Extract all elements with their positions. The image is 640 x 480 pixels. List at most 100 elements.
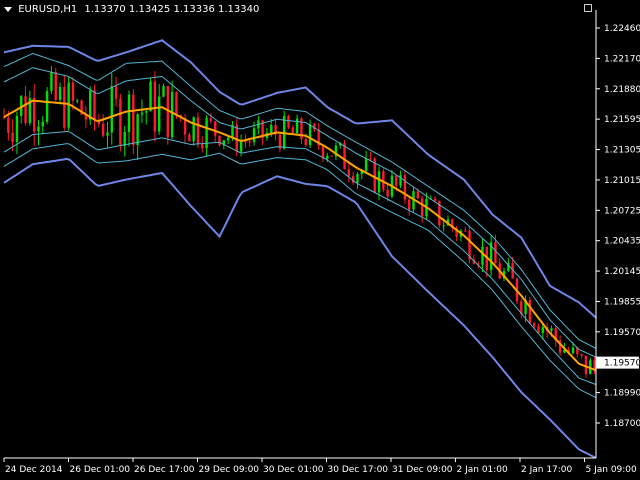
mid-lower-band-line <box>3 130 597 385</box>
candle-body <box>360 170 363 174</box>
x-tick-label: 2 Jan 01:00 <box>457 465 509 475</box>
candle-body <box>149 81 152 112</box>
candle-body <box>334 145 338 157</box>
candle-body <box>313 124 316 130</box>
x-tick-label: 31 Dec 09:00 <box>392 465 453 475</box>
candle-body <box>364 158 368 171</box>
candle-body <box>558 340 562 353</box>
y-tick-label: 1.18990 <box>604 389 640 399</box>
chart-info-label: EURUSD,H1 1.13370 1.13425 1.13336 1.1334… <box>4 4 259 15</box>
candle-body <box>533 323 536 327</box>
candle-body <box>317 129 320 146</box>
candle-body <box>571 347 575 354</box>
ohlc-values: 1.13370 1.13425 1.13336 1.13340 <box>84 4 260 15</box>
candle-body <box>132 94 135 146</box>
x-tick-label: 26 Dec 17:00 <box>134 465 195 475</box>
candle-body <box>15 115 19 142</box>
candle-body <box>218 135 221 146</box>
x-tick-label: 2 Jan 17:00 <box>521 465 573 475</box>
candle-body <box>89 90 92 120</box>
candle-body <box>110 86 113 133</box>
x-tick-label: 26 Dec 01:00 <box>70 465 131 475</box>
symbol-menu-triangle-icon[interactable] <box>4 6 12 12</box>
candle-body <box>101 123 105 136</box>
candle-body <box>93 90 96 120</box>
candle-body <box>235 124 238 152</box>
candle-body <box>524 300 527 314</box>
candle-body <box>308 124 312 145</box>
x-tick-label: 5 Jan 09:00 <box>586 465 638 475</box>
candle-body <box>278 134 282 149</box>
y-tick-label: 1.20725 <box>604 206 640 216</box>
candle-body <box>50 72 53 91</box>
chart-axes: 1.22460 1.22170 1.21880 1.21595 1.21305 1.210… <box>3 10 640 475</box>
candle-body <box>37 126 40 132</box>
candle-body <box>252 128 256 142</box>
candle-body <box>442 225 445 227</box>
candle-body <box>343 142 346 170</box>
y-tick-label: 1.22460 <box>604 24 640 34</box>
candle-body <box>2 117 6 119</box>
candle-body <box>183 117 187 135</box>
candle-body <box>170 92 174 138</box>
candle-body <box>106 132 109 136</box>
candle-body <box>127 94 131 132</box>
y-tick-label: 1.21015 <box>604 176 640 186</box>
inner-lower-band-line <box>3 143 597 399</box>
x-tick-label: 24 Dec 2014 <box>5 465 63 475</box>
y-tick-label: 1.21880 <box>604 85 640 95</box>
candle-body <box>416 191 420 199</box>
candle-body <box>80 100 83 115</box>
candle-body <box>24 96 27 124</box>
candle-body <box>291 127 295 134</box>
candle-body <box>399 175 402 186</box>
candle-body <box>7 117 10 133</box>
candle-body <box>222 140 226 146</box>
candle-body <box>494 242 497 264</box>
candle-body <box>386 189 389 197</box>
candle-body <box>295 118 299 134</box>
candle-body <box>71 82 75 101</box>
candle-body <box>507 263 510 271</box>
symbol-label: EURUSD,H1 <box>18 4 78 15</box>
inner-upper-band-line <box>3 52 597 349</box>
candle-body <box>395 175 398 186</box>
candle-body <box>175 92 178 116</box>
candle-body <box>244 141 247 143</box>
candle-body <box>339 142 342 146</box>
candle-body <box>209 118 213 122</box>
candle-body <box>300 118 303 140</box>
candle-body <box>520 301 523 314</box>
candle-body <box>114 86 118 99</box>
candle-body <box>97 119 101 124</box>
y-tick-label: 1.19855 <box>604 297 640 307</box>
candle-body <box>76 100 79 102</box>
candle-body <box>136 114 139 146</box>
candle-body <box>563 349 566 353</box>
candle-body <box>28 98 32 124</box>
candle-body <box>166 86 170 138</box>
candle-body <box>511 263 514 279</box>
candle-body <box>162 86 165 97</box>
chart-shift-icon[interactable] <box>584 4 592 12</box>
x-tick-label: 30 Dec 01:00 <box>263 465 324 475</box>
candle-body <box>119 98 122 146</box>
moving-average-line <box>3 99 597 372</box>
candle-body <box>11 132 14 142</box>
y-tick-label: 1.19570 <box>604 328 640 338</box>
candle-body <box>239 141 243 152</box>
candle-body <box>41 121 44 127</box>
candle-body <box>584 355 588 375</box>
candle-body <box>576 347 579 355</box>
candle-body <box>201 143 204 149</box>
candle-body <box>123 131 126 146</box>
candle-body <box>214 121 217 136</box>
candle-body <box>54 72 57 100</box>
candle-body <box>192 117 195 142</box>
envelope-bands <box>3 39 597 459</box>
candle-body <box>196 117 200 144</box>
candle-body <box>205 118 208 149</box>
candle-body <box>369 158 372 160</box>
candle-body <box>433 198 437 201</box>
